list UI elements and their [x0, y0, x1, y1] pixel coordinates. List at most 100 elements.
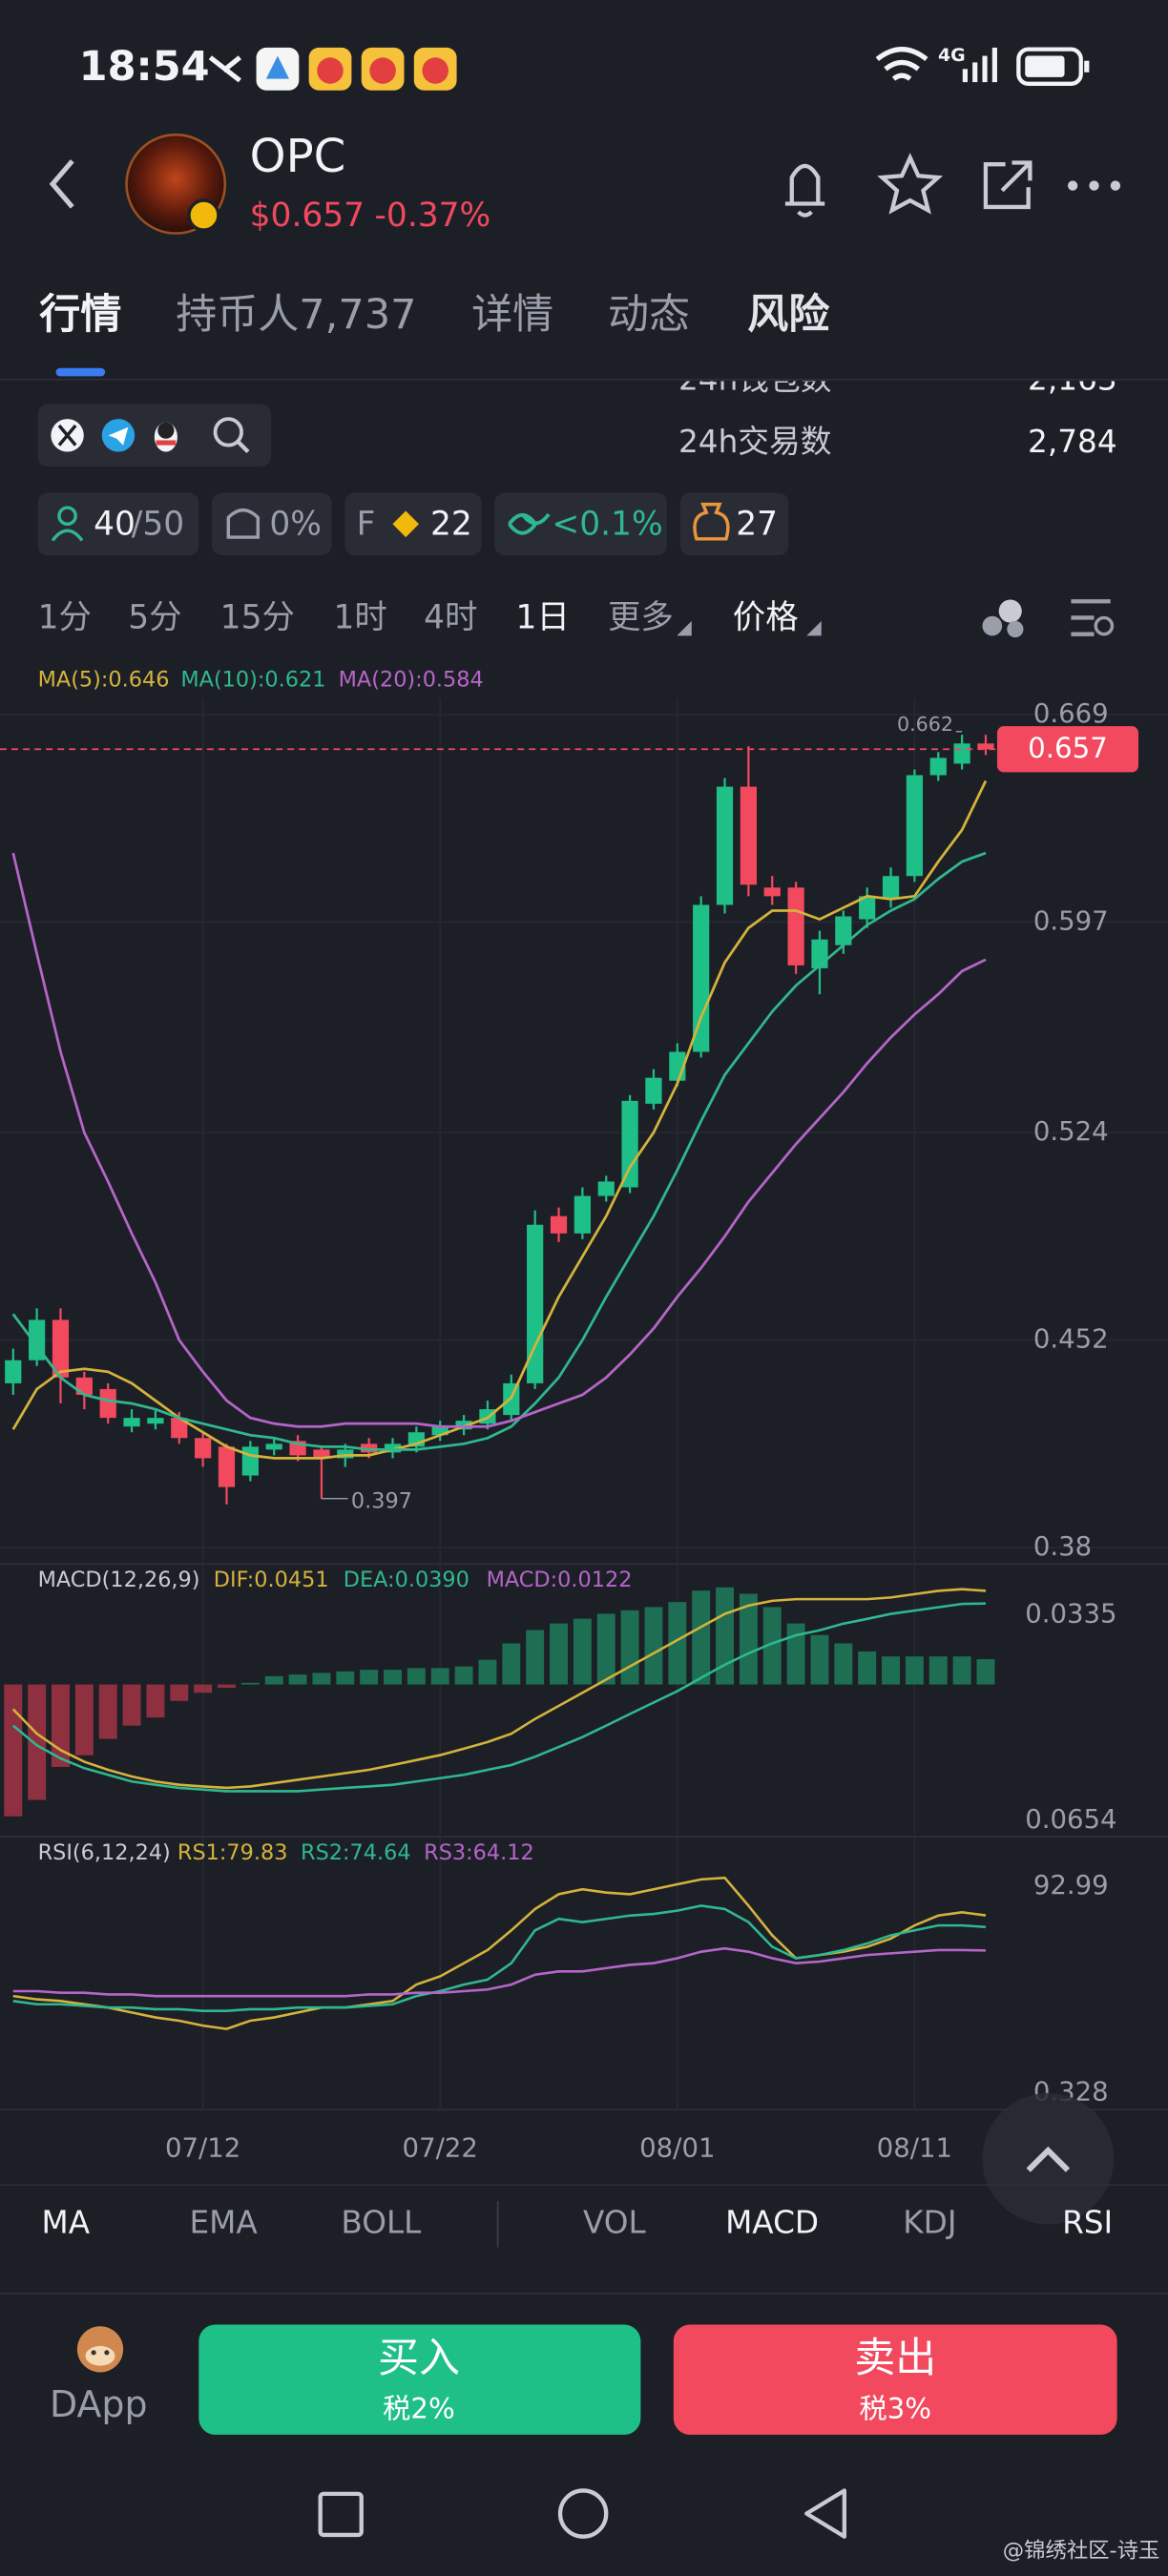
watermark: @锦绣社区-诗玉 [1003, 2539, 1160, 2564]
buy-label[interactable]: 买入 [378, 2335, 460, 2382]
macd-bar [739, 1593, 758, 1685]
x-tick-label: 07/22 [403, 2132, 478, 2163]
macd-bar [430, 1668, 449, 1685]
candle-body [597, 1181, 615, 1196]
nav-recent[interactable] [318, 2491, 364, 2538]
sell-button[interactable] [673, 2324, 1117, 2435]
macd-bar [146, 1684, 165, 1718]
legend-entry: RS2:74.64 [301, 1840, 411, 1865]
tab[interactable]: 行情 [39, 291, 121, 339]
low-label: 0.397 [351, 1489, 412, 1514]
tax-rate: 0% [269, 506, 322, 544]
legend-entry: MA(10):0.621 [180, 667, 325, 692]
legend-entry: MACD:0.0122 [487, 1568, 633, 1592]
tab-indicator [55, 367, 106, 377]
tab[interactable]: 详情 [471, 291, 553, 339]
interval[interactable]: 价格 [733, 599, 799, 637]
more-icon[interactable] [1067, 180, 1121, 191]
sell-label[interactable]: 卖出 [854, 2335, 936, 2382]
y-tick-label: 0.0335 [1025, 1599, 1116, 1630]
candle-body [265, 1444, 282, 1450]
nav-back[interactable] [804, 2488, 847, 2539]
y-tick-label: 0.597 [1033, 906, 1109, 937]
indicator-tab[interactable]: KDJ [903, 2205, 956, 2241]
scroll-top-button[interactable] [982, 2092, 1115, 2225]
x-tick-label: 08/01 [639, 2132, 715, 2163]
candle-body [977, 743, 994, 750]
macd-bar [858, 1651, 877, 1685]
alert-icon[interactable] [784, 163, 825, 218]
indicator-tab[interactable]: EMA [189, 2205, 258, 2241]
macd-bar [74, 1684, 94, 1755]
dapp-icon[interactable] [76, 2326, 124, 2373]
candle-body [195, 1438, 212, 1459]
indicator-tab[interactable]: VOL [583, 2205, 647, 2241]
f-count: 22 [430, 506, 472, 544]
ma-line [11, 851, 987, 1451]
high-label: 0.662 [897, 713, 953, 736]
candle-body [455, 1421, 472, 1430]
tab[interactable]: 持币人7,737 [176, 291, 416, 339]
f-label: F [357, 506, 376, 544]
stat-value: 2,163 [1028, 361, 1117, 397]
token-price: $0.657 [250, 197, 365, 235]
candle-body [574, 1195, 591, 1234]
last-price-tag [996, 726, 1139, 773]
interval[interactable]: 更多 [608, 599, 674, 637]
favorite-icon[interactable] [877, 153, 944, 215]
candle-body [882, 876, 900, 900]
candle-body [740, 786, 758, 885]
status-network: 4G [938, 45, 966, 66]
candle-body [550, 1215, 568, 1234]
indicator-tab[interactable]: RSI [1062, 2205, 1113, 2241]
token-symbol: OPC [250, 130, 346, 183]
macd-bar [478, 1659, 497, 1685]
sell-tax[interactable]: 税3% [859, 2393, 931, 2425]
tab[interactable]: 动态 [608, 291, 690, 339]
tab[interactable]: 风险 [747, 291, 830, 339]
macd-bar [122, 1684, 141, 1726]
chart-settings[interactable] [982, 599, 1115, 638]
macd-bar [976, 1659, 995, 1685]
share-icon[interactable] [983, 160, 1032, 210]
nav-home[interactable] [557, 2488, 609, 2539]
last-price-label: 0.657 [1028, 732, 1108, 764]
interval[interactable]: 1分 [38, 599, 92, 637]
macd-bar [596, 1613, 615, 1685]
macd-bar [762, 1607, 782, 1685]
macd-line [11, 1588, 987, 1790]
search-button[interactable] [213, 417, 243, 447]
candle-body [171, 1418, 188, 1439]
macd-bar [98, 1684, 117, 1739]
status-icons [208, 47, 1090, 91]
candle-body [906, 775, 924, 877]
back-button[interactable] [49, 159, 74, 209]
buy-button[interactable] [198, 2324, 641, 2435]
interval[interactable]: 1时 [333, 599, 386, 637]
candle-body [645, 1077, 662, 1104]
macd-bar [644, 1607, 663, 1685]
x-tick-label: 07/12 [165, 2132, 240, 2163]
macd-bar [928, 1656, 948, 1685]
buy-tax[interactable]: 税2% [383, 2393, 455, 2425]
macd-bar [170, 1684, 189, 1701]
macd-bar [810, 1634, 829, 1685]
interval[interactable]: 15分 [220, 599, 295, 637]
indicator-tab[interactable]: BOLL [341, 2205, 422, 2241]
candle-body [431, 1426, 448, 1436]
interval[interactable]: 5分 [128, 599, 181, 637]
dapp-label[interactable]: DApp [50, 2383, 147, 2425]
legend-entry: MA(5):0.646 [38, 667, 170, 692]
indicator-tab[interactable]: MA [42, 2205, 91, 2241]
indicator-tab[interactable]: MACD [725, 2205, 819, 2241]
macd-bar [28, 1684, 47, 1800]
macd-bar [407, 1668, 426, 1685]
candle-body [52, 1319, 70, 1378]
interval[interactable]: 1日 [516, 599, 570, 637]
interval[interactable]: 4时 [424, 599, 477, 637]
candle-body [5, 1360, 22, 1383]
candle-body [313, 1449, 330, 1459]
candle-body [241, 1446, 259, 1476]
macd-bar [4, 1684, 23, 1817]
